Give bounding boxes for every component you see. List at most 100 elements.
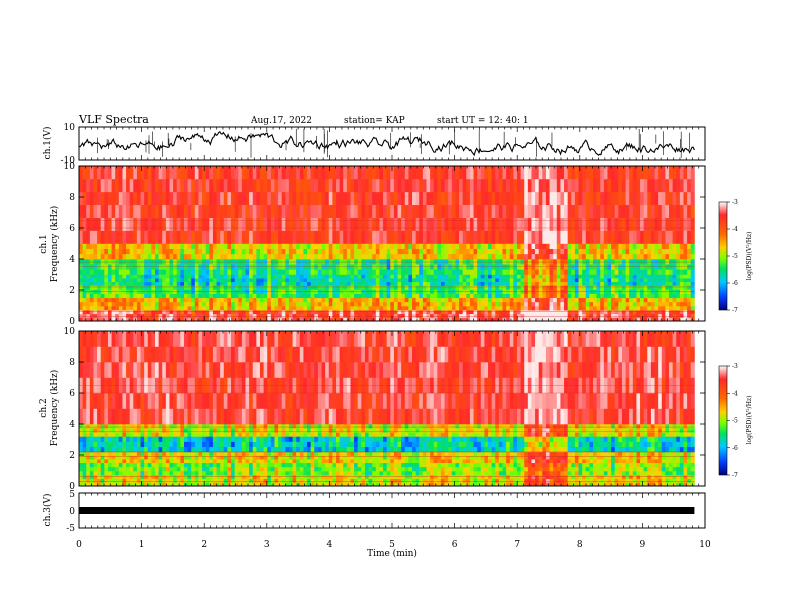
spectrogram-cell (118, 459, 123, 464)
spectrogram-cell (129, 331, 134, 347)
spectrogram-cell (661, 230, 666, 244)
spectrogram-cell (231, 204, 236, 218)
spectrogram-cell (346, 248, 351, 255)
spectrogram-cell (79, 478, 84, 483)
spectrogram-cell (259, 243, 265, 249)
spectrogram-cell (223, 259, 228, 265)
spectrogram-cell (194, 432, 199, 437)
spectrogram-cell (383, 293, 388, 299)
spectrogram-cell (549, 217, 554, 231)
spectrogram-cell (126, 466, 131, 472)
spectrogram-cell (647, 297, 652, 303)
spectrogram-cell (212, 166, 217, 180)
spectrogram-cell (107, 217, 112, 231)
spectrogram-cell (151, 408, 156, 425)
spectrogram-cell (202, 331, 207, 347)
spectrogram-cell (484, 285, 489, 290)
spectrogram-cell (661, 269, 666, 275)
spectrogram-cell (488, 259, 493, 265)
spectrogram-cell (180, 293, 185, 299)
spectrogram-cell (191, 475, 196, 480)
spectrogram-cell (249, 297, 254, 303)
spectrogram-cell (542, 248, 547, 255)
spectrogram-cell (401, 204, 406, 218)
spectrogram-cell (491, 293, 496, 299)
spectrogram-cell (169, 482, 174, 487)
spectrogram-cell (469, 204, 474, 218)
spectrogram-cell (524, 269, 529, 275)
spectrogram-cell (155, 269, 160, 275)
spectrogram-cell (600, 310, 605, 315)
spectrogram-cell (205, 191, 210, 206)
spectrogram-cell (484, 310, 489, 315)
spectrogram-cell (426, 293, 431, 299)
spectrogram-cell (151, 441, 156, 448)
spectrogram-cell (93, 310, 98, 315)
spectrogram-cell (535, 230, 540, 244)
spectrogram-cell (603, 310, 608, 315)
spectrogram-cell (133, 436, 138, 442)
spectrogram-cell (278, 243, 283, 249)
spectrogram-cell (679, 178, 684, 193)
spectrogram-cell (560, 293, 565, 299)
spectrogram-cell (346, 281, 351, 286)
spectrogram-cell (183, 310, 188, 315)
spectrogram-cell (198, 451, 203, 456)
spectrogram-cell (176, 478, 181, 483)
spectrogram-cell (158, 466, 163, 472)
spectrogram-cell (640, 278, 645, 283)
spectrogram-cell (288, 306, 293, 311)
spectrogram-cell (440, 253, 445, 260)
spectrogram-cell (513, 166, 518, 180)
spectrogram-cell (607, 313, 612, 318)
spectrogram-cell (187, 393, 192, 409)
spectrogram-cell (209, 191, 214, 206)
spectrogram-cell (111, 478, 116, 483)
spectrogram-cell (79, 393, 84, 409)
spectrogram-cell (415, 281, 420, 286)
spectrogram-cell (430, 259, 435, 265)
spectrogram-cell (133, 313, 138, 318)
spectrogram-cell (531, 243, 536, 249)
spectrogram-cell (332, 204, 337, 218)
spectrogram-cell (216, 313, 221, 318)
spectrogram-cell (488, 166, 493, 180)
spectrogram-cell (310, 217, 315, 231)
spectrogram-cell (238, 204, 243, 218)
spectrogram-cell (498, 313, 503, 318)
spectrogram-cell (473, 178, 478, 193)
spectrogram-cell (498, 253, 503, 260)
spectrogram-cell (107, 424, 112, 429)
spectrogram-cell (618, 293, 623, 299)
spectrogram-cell (79, 424, 84, 429)
spectrogram-cell (343, 191, 348, 206)
spectrogram-cell (144, 301, 149, 307)
spectrogram-cell (303, 230, 308, 244)
spectrogram-cell (469, 217, 474, 231)
spectrogram-cell (314, 274, 319, 279)
spectrogram-cell (574, 285, 579, 290)
spectrogram-cell (202, 293, 207, 299)
spectrogram-cell (212, 432, 217, 437)
spectrogram-cell (520, 281, 525, 286)
spectrogram-cell (307, 301, 312, 307)
spectrogram-cell (687, 274, 692, 279)
spectrogram-cell (513, 285, 518, 290)
spectrogram-cell (129, 278, 134, 283)
spectrogram-cell (256, 248, 261, 255)
spectrogram-cell (328, 191, 333, 206)
spectrogram-cell (582, 310, 587, 315)
spectrogram-cell (183, 393, 188, 409)
spectrogram-cell (216, 285, 221, 290)
spectrogram-cell (484, 178, 489, 193)
spectrogram-cell (593, 248, 598, 255)
spectrogram-cell (144, 230, 149, 244)
spectrogram-cell (274, 166, 279, 180)
spectrogram-cell (426, 285, 431, 290)
spectrogram-cell (259, 306, 265, 311)
spectrogram-cell (321, 166, 326, 180)
spectrogram-cell (89, 243, 94, 249)
spectrogram-cell (100, 446, 105, 453)
spectrogram-cell (654, 243, 659, 249)
spectrogram-cell (133, 451, 138, 456)
